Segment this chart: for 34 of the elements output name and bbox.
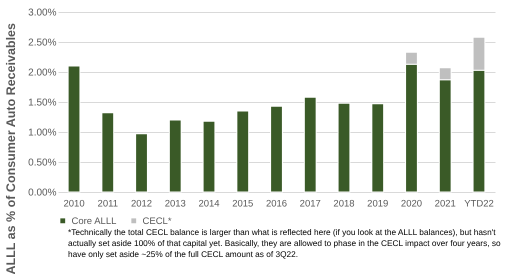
bar [270, 106, 283, 192]
x-tick-label: 2019 [367, 198, 388, 210]
x-tick-label: 2015 [232, 198, 254, 210]
y-tick-label: 2.50% [28, 38, 57, 48]
bar [236, 110, 250, 192]
x-tick-label: 2013 [164, 198, 186, 210]
x-tick-label: 2012 [130, 198, 152, 210]
x-tick-label: 2016 [266, 198, 288, 210]
x-tick-label: 2011 [98, 198, 118, 210]
bar [371, 103, 384, 192]
bar [304, 96, 317, 192]
y-tick-label: 0.50% [28, 158, 57, 168]
x-tick-label: 2021 [434, 198, 456, 210]
legend-label: CECL* [142, 216, 172, 227]
y-tick-label: 1.50% [28, 98, 57, 108]
bar [68, 66, 80, 192]
y-tick-label: 3.00% [28, 8, 57, 18]
x-tick-label: YTD22 [464, 198, 494, 210]
x-tick-label: 2018 [333, 198, 355, 210]
bar [168, 120, 182, 192]
x-tick-label: 2014 [198, 198, 220, 210]
x-tick-label: 2010 [63, 198, 85, 210]
bar [101, 112, 114, 192]
text: *Technically the total CECL balance is larger than what is reflected here (if you look at the ALLL balances), but hasn't actually set aside 100% of that capital yet. Basically, they are allowed to phase in the CECL impact over four years, so have only set aside ~25% of the full CECL amount as of 3Q22. [68, 227, 502, 260]
y-tick-label: 1.00% [28, 128, 57, 138]
y-axis-title: ALLL as % of Consumer Auto Receivables [4, 23, 18, 274]
y-tick-label: 0.00% [28, 188, 57, 198]
bar [338, 102, 350, 192]
x-tick-label: 2017 [300, 198, 321, 210]
y-tick-label: 2.00% [28, 68, 57, 78]
bar [202, 120, 216, 192]
legend-label: Core ALLL [72, 216, 116, 227]
bar [135, 133, 148, 192]
x-tick-label: 2020 [400, 198, 422, 210]
